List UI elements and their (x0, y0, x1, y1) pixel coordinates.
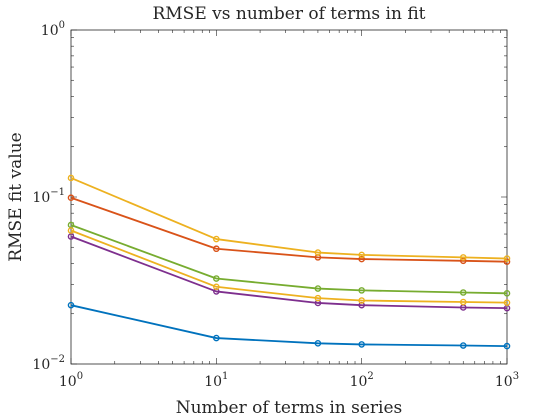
x-axis-label: Number of terms in series (176, 398, 403, 418)
data-point (314, 340, 322, 347)
series-layer (67, 174, 511, 350)
series-2 (67, 194, 511, 265)
data-point (358, 341, 365, 348)
data-point (503, 258, 511, 265)
x-tick-label: 101 (204, 371, 228, 390)
data-point (213, 275, 220, 282)
data-point (358, 297, 365, 304)
data-point (459, 298, 467, 306)
data-point (213, 245, 220, 253)
data-point (459, 289, 467, 296)
y-tick-label: 100 (41, 20, 65, 39)
data-point (314, 294, 322, 302)
series-line (70, 196, 508, 263)
data-point (358, 251, 365, 259)
data-point (503, 299, 511, 306)
data-point (213, 283, 220, 291)
data-point (503, 342, 511, 350)
data-point (459, 342, 467, 349)
data-point (358, 287, 365, 294)
data-point (67, 194, 75, 202)
y-axis-label: RMSE fit value (6, 132, 26, 261)
x-tick-label: 100 (59, 371, 83, 390)
data-point (459, 254, 467, 261)
data-point (67, 301, 75, 309)
data-point (314, 249, 322, 256)
series-line (70, 177, 508, 260)
series-line (70, 224, 508, 295)
series-line (70, 235, 508, 310)
data-point (358, 255, 365, 263)
series-3 (67, 174, 511, 262)
series-line (70, 229, 508, 304)
y-tick-label: 10−2 (32, 354, 65, 373)
x-tick-label: 102 (350, 371, 374, 390)
tick-labels: 100 101 102 103 10−2 10−1 100 (32, 20, 519, 390)
y-tick-label: 10−1 (32, 187, 65, 206)
data-point (213, 334, 220, 342)
data-point (503, 290, 511, 297)
data-point (67, 233, 75, 240)
data-point (67, 174, 75, 182)
series-line (70, 304, 508, 347)
chart-title: RMSE vs number of terms in fit (152, 4, 425, 24)
series-6 (67, 227, 511, 306)
plot-area (70, 29, 508, 365)
data-point (67, 227, 75, 234)
x-tick-label: 103 (495, 371, 519, 390)
data-point (213, 235, 220, 243)
data-point (314, 285, 322, 292)
series-1 (67, 301, 511, 350)
axes-box (70, 29, 508, 365)
data-point (503, 255, 511, 262)
